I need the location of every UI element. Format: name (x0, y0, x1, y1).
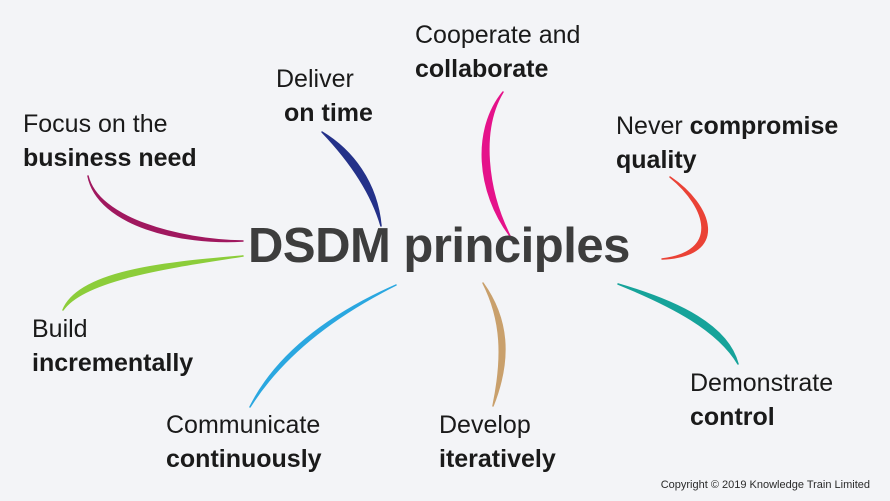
principle-line2: continuously (166, 445, 322, 473)
principle-continuously: Communicate continuously (166, 408, 322, 476)
connector-collaborate (481, 91, 511, 237)
principle-line1: Demonstrate (690, 369, 834, 397)
principle-collaborate: Cooperate and collaborate (415, 18, 580, 86)
connector-incrementally (62, 255, 244, 311)
principle-line2: on time (284, 99, 373, 127)
principle-line1-bold: compromise (689, 112, 839, 140)
diagram-title: DSDM principles (248, 219, 630, 273)
connector-on-time (321, 131, 382, 227)
principle-line1: Cooperate and (415, 21, 581, 49)
principle-line1-plain: Never (616, 112, 690, 140)
principle-incrementally: Build incrementally (32, 312, 193, 380)
copyright-notice: Copyright © 2019 Knowledge Train Limited (660, 479, 870, 491)
principle-line2: business need (23, 144, 197, 172)
principle-line1: Never compromise (616, 109, 838, 143)
principle-line2: control (690, 403, 775, 431)
principle-iteratively: Develop iteratively (439, 408, 556, 476)
connector-control (617, 283, 739, 365)
principle-line2: incrementally (32, 349, 194, 377)
principle-line1: Focus on the (23, 110, 168, 138)
connector-quality (661, 176, 708, 260)
connector-continuously (249, 284, 397, 408)
principle-control: Demonstrate control (690, 366, 833, 434)
principle-line2: iteratively (439, 445, 556, 473)
principle-line1: Build (32, 315, 88, 343)
principle-business-need: Focus on the business need (23, 107, 197, 175)
principle-line2: collaborate (415, 55, 549, 83)
connector-iteratively (482, 282, 506, 407)
principle-on-time: Deliver on time (276, 62, 373, 130)
principle-quality: Never compromise quality (616, 109, 838, 177)
connector-business-need (87, 175, 244, 243)
principle-line1: Develop (439, 411, 531, 439)
principle-line1: Communicate (166, 411, 321, 439)
principle-line1: Deliver (276, 65, 354, 93)
principle-line2: quality (616, 146, 697, 174)
